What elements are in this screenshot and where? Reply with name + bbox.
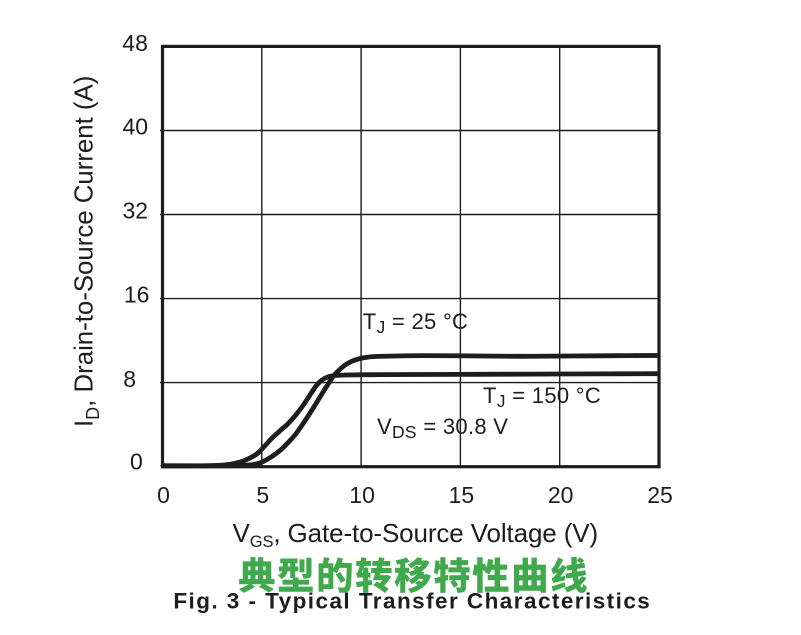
svg-text:ID, Drain-to-Source Current (A: ID, Drain-to-Source Current (A): [71, 76, 104, 427]
svg-text:8: 8: [123, 366, 136, 392]
svg-text:TJ = 150 °C: TJ = 150 °C: [483, 383, 601, 411]
svg-text:15: 15: [449, 482, 475, 508]
svg-text:32: 32: [123, 197, 149, 223]
svg-text:16: 16: [124, 282, 150, 308]
svg-text:VGS, Gate-to-Source Voltage (V: VGS, Gate-to-Source Voltage (V): [233, 518, 599, 551]
svg-text:20: 20: [548, 482, 574, 508]
svg-text:48: 48: [122, 30, 148, 56]
svg-text:0: 0: [130, 449, 143, 475]
svg-text:40: 40: [123, 114, 149, 140]
svg-text:10: 10: [349, 482, 375, 508]
svg-text:TJ = 25 °C: TJ = 25 °C: [363, 309, 469, 337]
svg-text:0: 0: [157, 482, 170, 508]
svg-text:VDS = 30.8 V: VDS = 30.8 V: [377, 414, 508, 442]
svg-text:25: 25: [647, 482, 673, 508]
svg-text:5: 5: [256, 482, 269, 508]
